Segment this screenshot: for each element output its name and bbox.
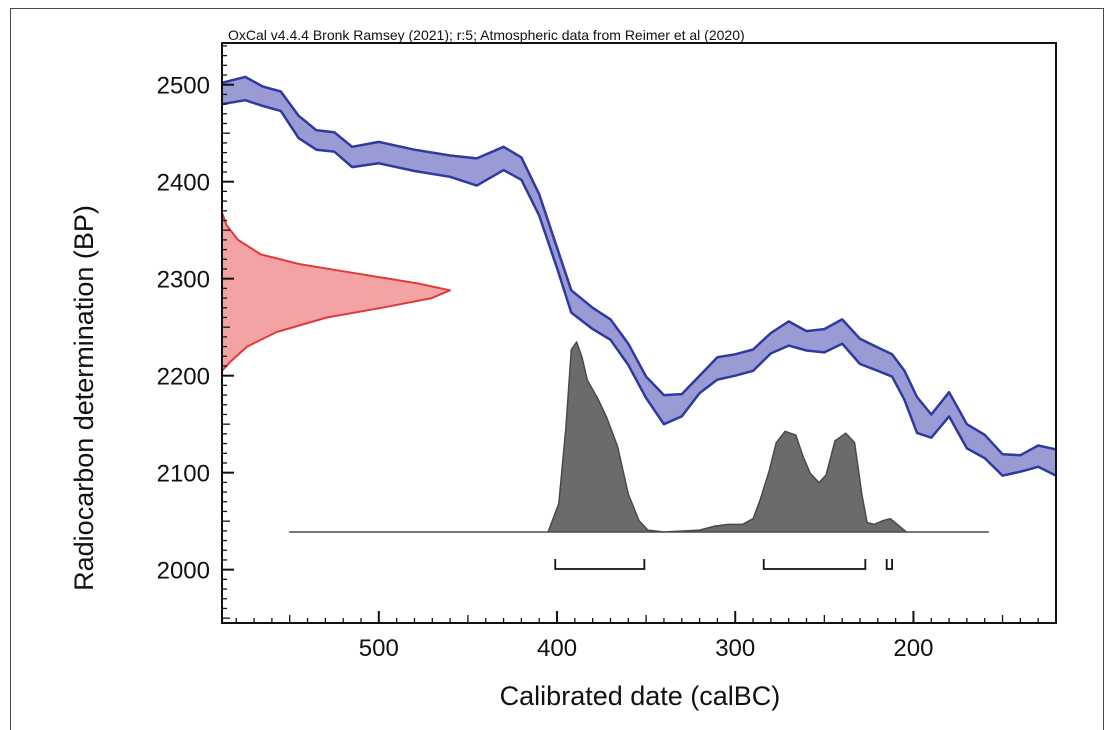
plot-border <box>221 42 1057 624</box>
y-tick-label: 2300 <box>157 267 210 294</box>
y-tick-label: 2000 <box>157 558 210 585</box>
range-bracket-3 <box>885 559 893 570</box>
posterior-distribution <box>288 341 990 533</box>
range-bracket-1 <box>554 559 646 570</box>
x-axis-title: Calibrated date (calBC) <box>500 681 781 711</box>
x-tick-label: 400 <box>537 635 577 662</box>
range-bracket-2 <box>762 559 867 570</box>
y-tick-label: 2400 <box>157 170 210 197</box>
y-tick-label: 2200 <box>157 364 210 391</box>
y-tick-label: 2500 <box>157 73 210 100</box>
x-tick-label: 500 <box>359 635 399 662</box>
calibration-curve-lower-line <box>222 98 1056 477</box>
calibration-curve-band <box>222 76 1056 476</box>
calibration-curve-upper-line <box>222 75 1056 457</box>
x-tick-label: 200 <box>893 635 933 662</box>
plot-content <box>222 75 1056 570</box>
measurement-distribution <box>222 211 451 372</box>
figure-frame <box>10 8 1104 730</box>
chart-title: OxCal v4.4.4 Bronk Ramsey (2021); r:5; A… <box>228 27 745 43</box>
y-axis-title: Radiocarbon determination (BP) <box>69 205 99 591</box>
x-tick-label: 300 <box>715 635 755 662</box>
axes: 2000 2100 2200 2300 2400 2500 500 400 300 200 <box>157 45 1039 662</box>
y-tick-label: 2100 <box>157 461 210 488</box>
